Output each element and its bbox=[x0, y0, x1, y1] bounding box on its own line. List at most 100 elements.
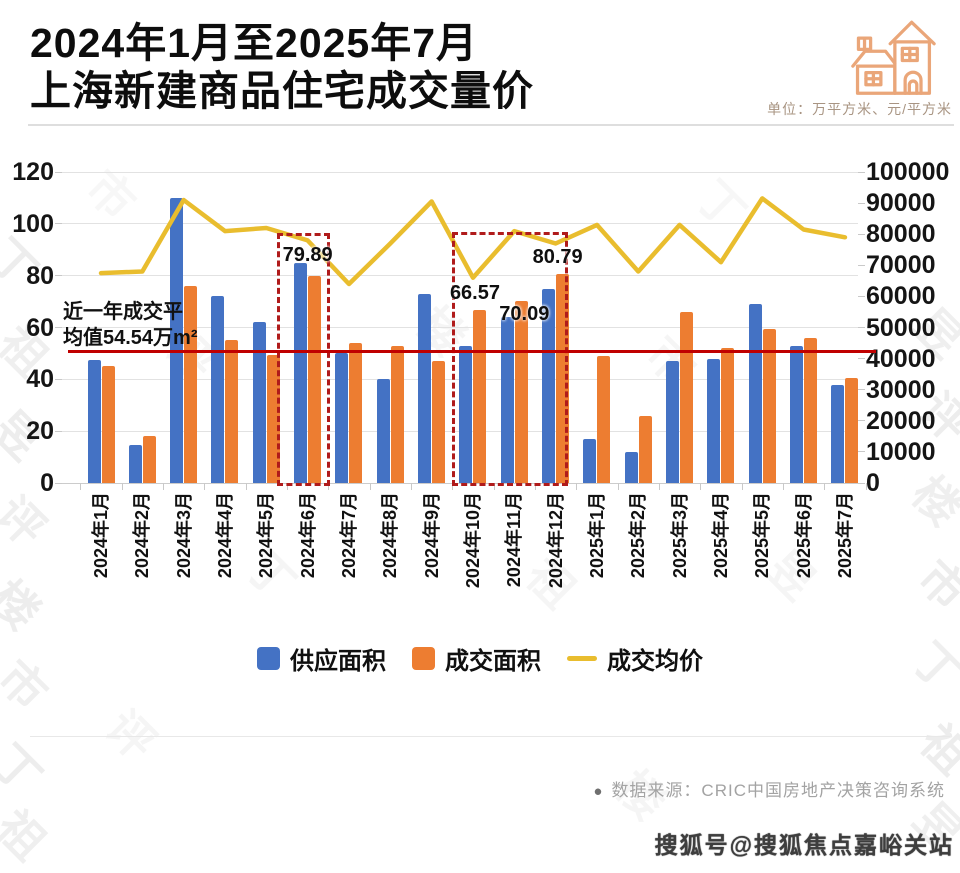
bar-supply-area bbox=[666, 361, 680, 483]
y-axis-tick bbox=[55, 430, 62, 432]
bar-transaction-area bbox=[845, 378, 859, 483]
y-axis-label-right: 40000 bbox=[866, 344, 936, 373]
y-axis-label-right: 90000 bbox=[866, 189, 936, 218]
x-axis-label: 2024年11月 bbox=[504, 492, 525, 588]
legend-item: 成交均价 bbox=[567, 641, 703, 676]
y-axis-label-left: 120 bbox=[12, 158, 54, 186]
bar-supply-area bbox=[790, 345, 804, 483]
bar-transaction-area bbox=[308, 275, 322, 483]
bar-transaction-area bbox=[762, 328, 776, 483]
annotation-line-2: 均值54.54万m² bbox=[63, 327, 198, 349]
y-axis-tick bbox=[858, 327, 865, 328]
x-axis-label: 2025年5月 bbox=[752, 492, 773, 579]
bar-transaction-area bbox=[473, 310, 487, 483]
data-label: 66.57 bbox=[449, 282, 500, 304]
y-axis-label-right: 60000 bbox=[866, 282, 936, 311]
y-axis-label-right: 70000 bbox=[866, 251, 936, 280]
legend-swatch-icon bbox=[412, 646, 435, 670]
y-axis-tick bbox=[55, 223, 62, 225]
y-axis-tick bbox=[858, 451, 865, 453]
house-icon bbox=[846, 12, 940, 96]
y-axis-tick bbox=[858, 482, 865, 484]
bar-transaction-area bbox=[101, 366, 115, 483]
bar-supply-area bbox=[500, 317, 514, 483]
y-axis-label-right: 50000 bbox=[866, 313, 936, 342]
bar-transaction-area bbox=[225, 340, 239, 483]
x-axis-label: 2024年6月 bbox=[297, 492, 318, 579]
bar-transaction-area bbox=[514, 301, 528, 483]
legend-label: 供应面积 bbox=[290, 647, 386, 675]
x-axis-tick bbox=[369, 483, 371, 490]
x-axis-label: 2025年3月 bbox=[669, 492, 690, 579]
x-axis-label: 2025年7月 bbox=[834, 492, 855, 579]
x-axis-tick bbox=[286, 483, 288, 490]
bar-supply-area bbox=[211, 296, 225, 483]
x-axis-tick bbox=[410, 483, 412, 490]
y-axis-label-left: 60 bbox=[26, 313, 54, 342]
title-line-2: 上海新建商品住宅成交量价 bbox=[30, 67, 534, 114]
grid-line bbox=[62, 171, 858, 173]
bar-supply-area bbox=[707, 358, 721, 483]
y-axis-label-left: 0 bbox=[40, 469, 54, 497]
footer-divider bbox=[30, 736, 950, 737]
bar-transaction-area bbox=[638, 415, 652, 483]
header-divider bbox=[28, 124, 954, 126]
bar-transaction-area bbox=[721, 348, 735, 483]
x-axis-label: 2024年4月 bbox=[214, 492, 235, 579]
legend-label: 成交面积 bbox=[445, 647, 541, 675]
bar-supply-area bbox=[335, 353, 349, 483]
x-axis-tick bbox=[658, 483, 660, 490]
x-axis-tick bbox=[328, 483, 330, 490]
bar-transaction-area bbox=[390, 345, 404, 483]
x-axis-label: 2024年7月 bbox=[338, 492, 359, 579]
bar-transaction-area bbox=[432, 361, 446, 483]
y-axis-tick bbox=[858, 420, 865, 422]
x-axis-label: 2024年10月 bbox=[462, 492, 483, 589]
x-axis-tick bbox=[452, 483, 454, 490]
bar-supply-area bbox=[418, 293, 432, 483]
bar-transaction-area bbox=[266, 354, 280, 483]
highlight-box bbox=[452, 232, 568, 486]
bar-transaction-area bbox=[142, 436, 156, 483]
y-axis-label-left: 80 bbox=[26, 261, 54, 290]
x-axis-tick bbox=[534, 483, 536, 490]
x-axis-label: 2025年1月 bbox=[586, 492, 607, 579]
data-source-text: 数据来源：CRIC中国房地产决策咨询系统 bbox=[611, 781, 945, 800]
x-axis-tick bbox=[80, 483, 82, 490]
bar-supply-area bbox=[252, 322, 266, 483]
y-axis-label-right: 20000 bbox=[866, 406, 936, 435]
x-axis-tick bbox=[865, 483, 867, 490]
y-axis-label-right: 80000 bbox=[866, 220, 936, 249]
bar-supply-area bbox=[748, 304, 762, 483]
bar-supply-area bbox=[624, 451, 638, 483]
axis-units-note: 单位：万平方米、元/平方米 bbox=[767, 101, 952, 117]
x-axis-tick bbox=[162, 483, 164, 490]
bar-transaction-area bbox=[804, 337, 818, 483]
data-source: ● 数据来源：CRIC中国房地产决策咨询系统 bbox=[593, 776, 945, 801]
x-axis-tick bbox=[204, 483, 206, 490]
y-axis-tick bbox=[55, 327, 62, 328]
chart-legend: 供应面积 成交面积 成交均价 bbox=[0, 640, 960, 676]
x-axis-label: 2024年9月 bbox=[421, 492, 442, 579]
highlight-box bbox=[277, 233, 330, 486]
bar-supply-area bbox=[583, 438, 597, 483]
x-axis-label: 2024年1月 bbox=[91, 492, 111, 579]
y-axis-tick bbox=[858, 264, 865, 266]
x-axis-tick bbox=[782, 483, 784, 490]
legend-item: 成交面积 bbox=[412, 641, 541, 676]
bar-transaction-area bbox=[349, 343, 363, 483]
bar-transaction-area bbox=[184, 286, 198, 483]
y-axis-label-left: 20 bbox=[26, 417, 54, 446]
x-axis-tick bbox=[700, 483, 702, 490]
x-axis-label: 2025年6月 bbox=[793, 492, 814, 579]
y-axis-label-right: 30000 bbox=[866, 375, 936, 404]
x-axis-label: 2024年5月 bbox=[256, 492, 277, 579]
x-axis-tick bbox=[493, 483, 495, 490]
annotation-line-1: 近一年成交平 bbox=[63, 301, 183, 323]
y-axis-tick bbox=[858, 358, 865, 360]
x-axis-label: 2025年2月 bbox=[628, 492, 649, 579]
page-title: 2024年1月至2025年7月 上海新建商品住宅成交量价 bbox=[30, 20, 750, 116]
y-axis-tick bbox=[858, 295, 865, 297]
y-axis-tick bbox=[55, 482, 62, 484]
